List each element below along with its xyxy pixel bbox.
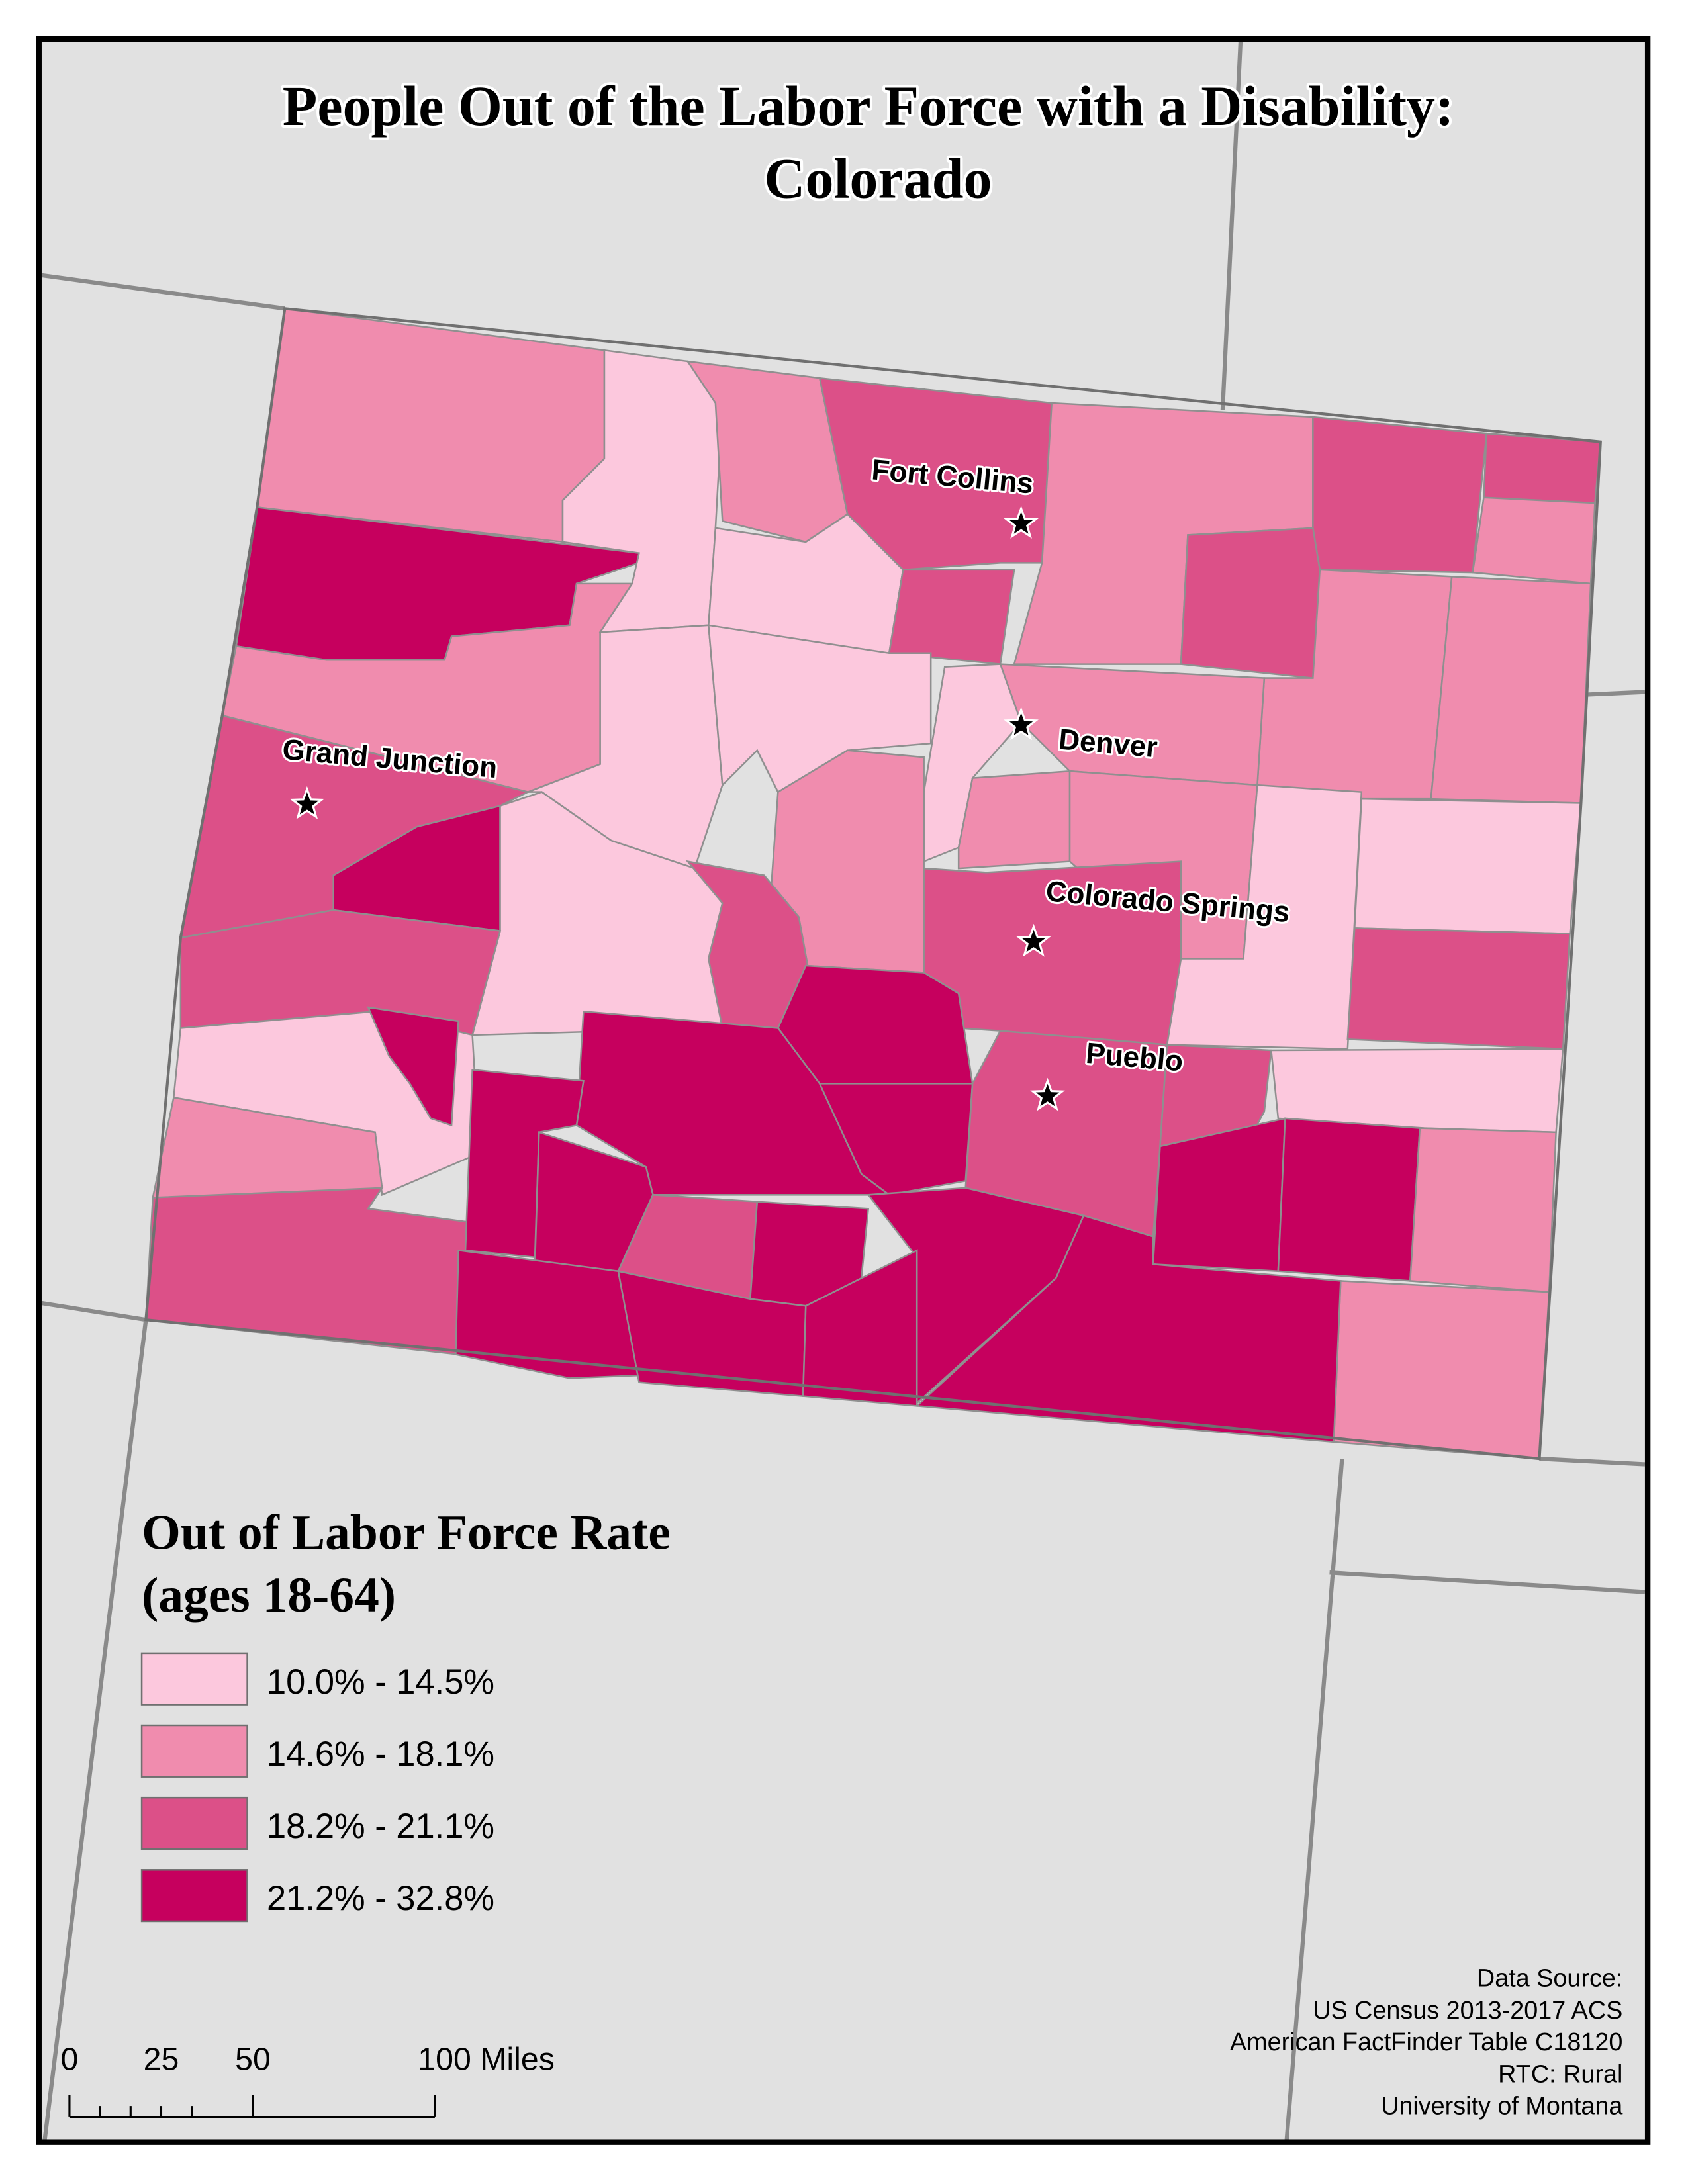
counties	[144, 307, 1602, 1461]
county	[455, 1249, 640, 1379]
state-outline	[144, 307, 1602, 1461]
county	[1346, 927, 1571, 1050]
county	[1312, 416, 1488, 574]
legend-title: Out of Labor Force Rate (ages 18-64)	[142, 1505, 671, 1622]
legend-title-line: (ages 18-64)	[142, 1568, 396, 1623]
city-star	[1004, 707, 1039, 741]
scale-bar: 0 25 50 100 Miles	[61, 2042, 555, 2118]
county	[802, 1249, 918, 1407]
legend-label: 14.6% - 18.1%	[267, 1735, 494, 1774]
source-line: US Census 2013-2017 ACS	[1313, 1997, 1622, 2025]
county	[957, 770, 1071, 870]
legend-label: 10.0% - 14.5%	[267, 1663, 494, 1702]
county	[256, 307, 606, 543]
source-line: RTC: Rural	[1498, 2060, 1622, 2088]
county	[1333, 1280, 1550, 1460]
county	[1472, 496, 1596, 585]
city-star	[1016, 923, 1051, 957]
scale-bar-line	[68, 2095, 436, 2118]
legend-label: 18.2% - 21.1%	[267, 1807, 494, 1846]
legend-swatch	[140, 1652, 248, 1706]
county	[1353, 797, 1582, 935]
county	[818, 1083, 974, 1196]
county	[1277, 1117, 1421, 1282]
county	[1409, 1127, 1557, 1293]
title-line: Colorado	[764, 146, 992, 210]
county	[888, 569, 1015, 665]
source-line: American FactFinder Table C18120	[1230, 2028, 1622, 2056]
legend-swatch	[140, 1724, 248, 1778]
source-line: Data Source:	[1477, 1965, 1622, 1993]
state-borders	[41, 38, 1646, 2143]
scale-label: 50	[235, 2042, 271, 2077]
city-star	[1030, 1077, 1065, 1111]
title: People Out of the Labor Force with a Dis…	[280, 71, 1457, 213]
legend-title-line: Out of Labor Force Rate	[142, 1505, 671, 1560]
scale-label: 100 Miles	[418, 2042, 555, 2077]
source-line: University of Montana	[1381, 2093, 1622, 2120]
legend-swatch	[140, 1869, 248, 1923]
source: Data Source: US Census 2013-2017 ACS Ameri…	[1230, 1965, 1622, 2120]
map-frame	[36, 36, 1651, 2145]
scale-label: 25	[144, 2042, 179, 2077]
county	[1430, 576, 1592, 804]
city-star	[1004, 505, 1039, 539]
scale-label: 0	[61, 2042, 79, 2077]
county	[1180, 527, 1321, 679]
title-line: People Out of the Labor Force with a Dis…	[283, 74, 1454, 138]
city-star	[289, 786, 325, 819]
county	[367, 1006, 459, 1127]
county	[1483, 432, 1602, 504]
legend-swatch	[140, 1796, 248, 1850]
legend-label: 21.2% - 32.8%	[267, 1880, 494, 1918]
legend: 10.0% - 14.5% 14.6% - 18.1% 18.2% - 21.1% 2…	[140, 1652, 494, 1923]
county	[915, 1214, 1342, 1443]
